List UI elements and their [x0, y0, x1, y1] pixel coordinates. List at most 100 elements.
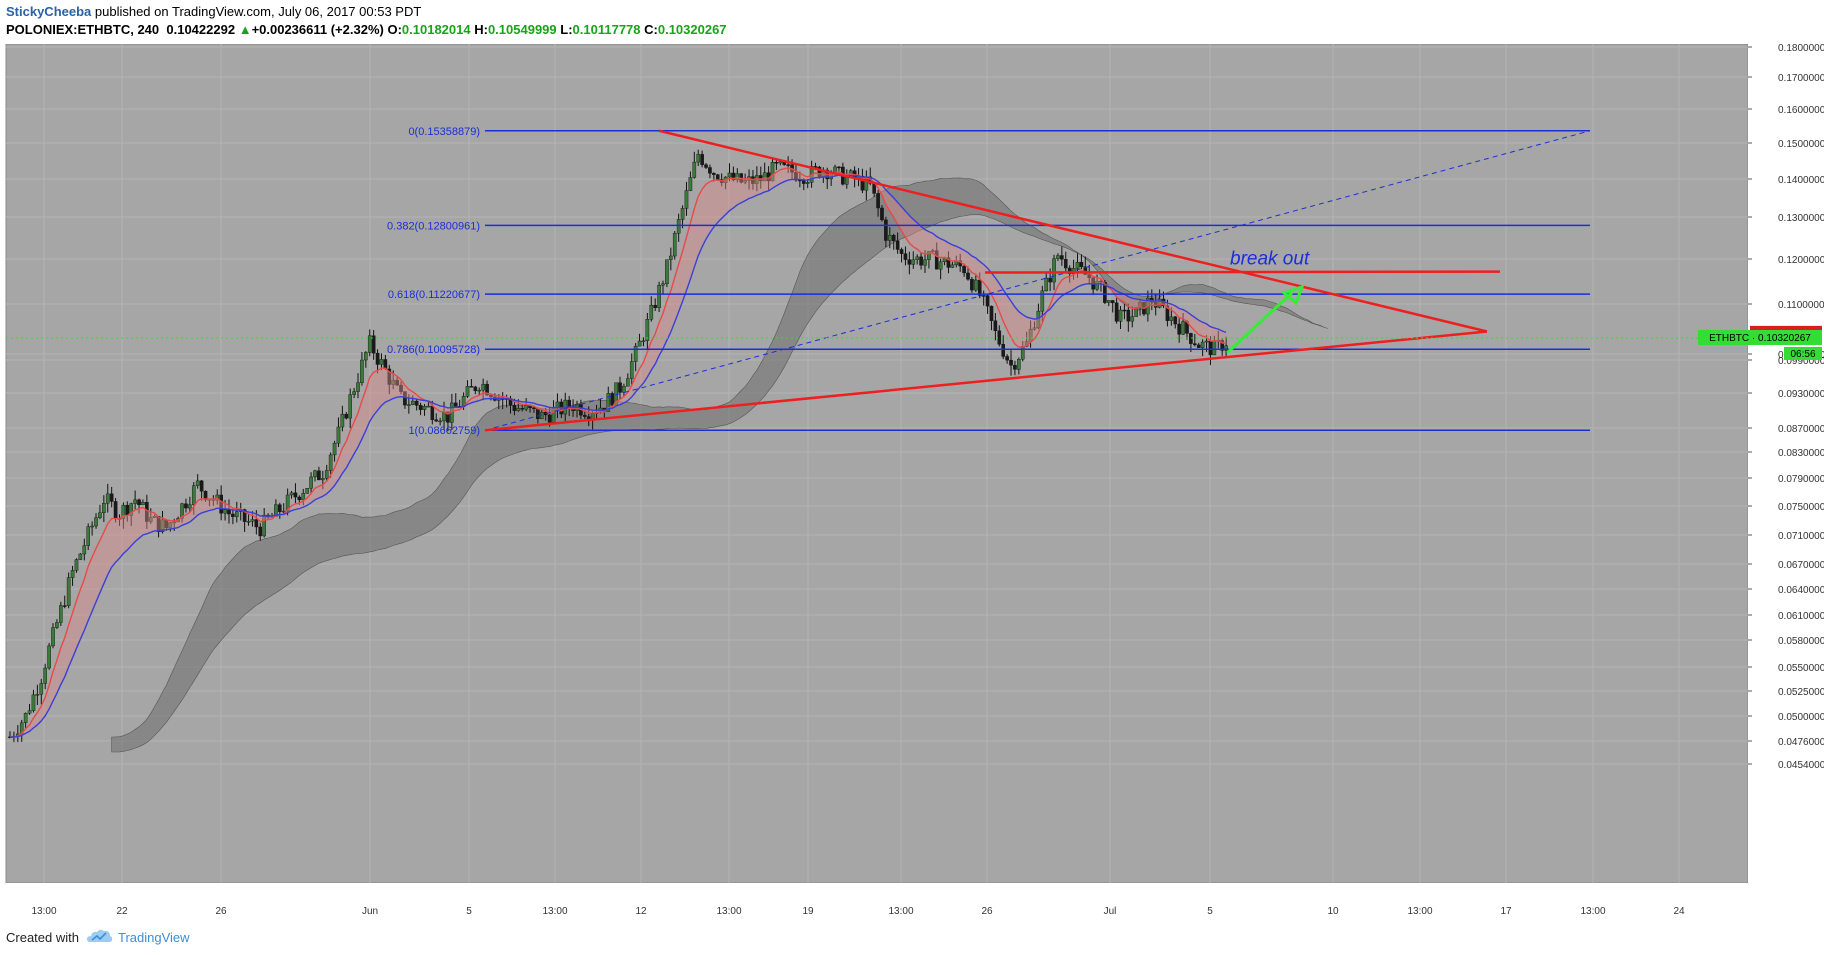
slow-ma-line — [9, 174, 1227, 738]
candle-body — [168, 522, 173, 529]
candle-body — [55, 622, 59, 628]
fib-level-label: 0.382(0.12800961) — [387, 220, 480, 232]
x-tick-label: 17 — [1500, 906, 1512, 917]
candle-body — [1040, 290, 1045, 312]
candle-body — [676, 219, 681, 234]
candle-body — [1048, 277, 1052, 283]
trend-drawings[interactable]: break out — [6, 129, 1748, 432]
green-arrow-shaft — [1225, 291, 1294, 355]
candle-body — [125, 504, 130, 516]
x-tick-label: 26 — [215, 906, 227, 917]
grid-lines — [6, 44, 1748, 883]
candle-body — [762, 172, 767, 182]
candle-body — [1056, 255, 1060, 259]
candle-body — [356, 382, 360, 392]
tradingview-link[interactable]: TradingView — [118, 930, 190, 945]
breakout-level-line — [984, 270, 1501, 274]
candle-body — [219, 494, 223, 514]
candle-body — [708, 167, 712, 174]
tradingview-cloud-icon[interactable] — [86, 928, 114, 946]
candle-body — [1130, 316, 1135, 322]
candle-body — [1009, 359, 1013, 366]
fibonacci-retracement[interactable]: 0(0.15358879) 0.382(0.12800961) 0.618(0.11… — [387, 126, 1591, 437]
candle-body — [418, 405, 423, 410]
candle-body — [536, 408, 540, 420]
candle-body — [1106, 300, 1111, 303]
candle-body — [227, 509, 231, 515]
candle-body — [1001, 343, 1006, 357]
x-tick-label: 13:00 — [1580, 906, 1605, 917]
price-chart[interactable]: 0(0.15358879) 0.382(0.12800961) 0.618(0.11… — [0, 43, 1824, 922]
plot-background — [5, 43, 1749, 884]
candle-body — [876, 193, 880, 209]
candle-body — [391, 379, 396, 385]
symbol-price-tag-label: ETHBTC · 0.10320267 — [1709, 333, 1811, 344]
candle-body — [94, 517, 98, 527]
candle-body — [86, 526, 91, 546]
candle-body — [399, 384, 403, 392]
fib-trend-dashed-line — [484, 130, 1591, 431]
candle-body — [98, 512, 102, 518]
candle-body — [1036, 310, 1041, 329]
x-tick-label: 10 — [1327, 906, 1339, 917]
candle-body — [653, 304, 657, 308]
candle-body — [133, 499, 137, 504]
candle-body — [1177, 323, 1181, 335]
candle-body — [317, 470, 321, 481]
chart-header: StickyCheeba published on TradingView.co… — [0, 0, 1824, 44]
candle-body — [141, 502, 145, 506]
candle-body — [1126, 309, 1131, 322]
candle-body — [336, 426, 341, 444]
candle-body — [938, 261, 943, 270]
fib-level-label: 1(0.08662759) — [408, 425, 480, 437]
upper-trendline — [658, 129, 1488, 333]
price-axis[interactable] — [1748, 44, 1824, 883]
candle-body — [903, 253, 908, 260]
candlestick-series — [8, 149, 1228, 743]
x-tick-label: 19 — [802, 906, 814, 917]
candle-body — [1165, 305, 1170, 321]
candle-body — [199, 480, 204, 492]
author-link[interactable]: StickyCheeba — [6, 4, 92, 19]
candle-body — [446, 411, 450, 423]
candle-body — [774, 162, 779, 164]
candle-body — [633, 345, 638, 362]
candle-body — [1110, 300, 1115, 304]
candle-body — [262, 514, 266, 537]
candle-body — [946, 257, 951, 268]
candle-body — [1212, 340, 1217, 356]
candle-body — [997, 330, 1002, 345]
time-axis[interactable] — [6, 883, 1748, 922]
candle-body — [43, 667, 47, 684]
close-value: 0.10320267 — [657, 22, 727, 37]
candle-body — [1017, 359, 1021, 370]
candle-body — [1087, 274, 1092, 278]
candle-body — [387, 368, 392, 385]
countdown-tag-label: 06:56 — [1790, 349, 1815, 360]
candle-body — [66, 577, 71, 606]
candle-body — [313, 470, 317, 478]
candle-body — [801, 179, 806, 184]
candle-body — [1169, 316, 1174, 321]
candle-body — [1208, 340, 1213, 356]
candle-body — [184, 503, 188, 509]
candle-body — [489, 394, 493, 398]
candle-body — [340, 413, 345, 428]
candle-body — [250, 519, 255, 522]
x-tick-label: 13:00 — [888, 906, 913, 917]
candle-body — [715, 174, 720, 180]
chart-area[interactable]: 0(0.15358879) 0.382(0.12800961) 0.618(0.11… — [0, 43, 1824, 927]
x-tick-label: Jul — [1104, 906, 1117, 917]
candle-body — [148, 517, 153, 522]
footer: Created with TradingView — [0, 922, 1824, 955]
candle-body — [430, 405, 435, 420]
candle-body — [1173, 316, 1178, 325]
change-up-icon: ▲ — [238, 22, 252, 37]
candle-body — [950, 264, 955, 268]
